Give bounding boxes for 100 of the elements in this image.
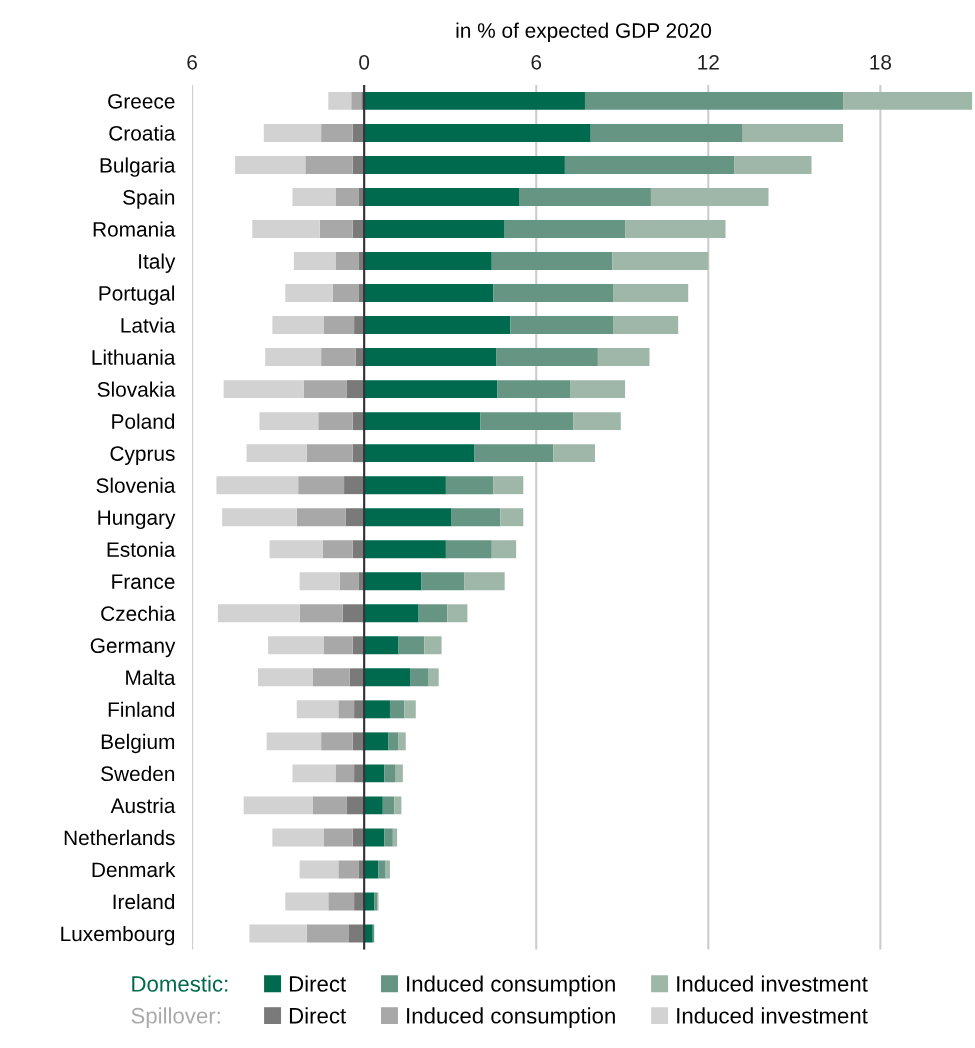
legend-label: Induced consumption xyxy=(407,975,615,997)
bar xyxy=(364,764,385,783)
bar xyxy=(364,700,390,719)
bar xyxy=(252,220,320,238)
x-axis-title: in % of expected GDP 2020 xyxy=(456,22,712,43)
bar xyxy=(303,380,347,399)
bar xyxy=(339,572,359,591)
bar xyxy=(364,476,446,495)
bar xyxy=(742,123,844,142)
y-tick-label: Portugal xyxy=(99,285,175,305)
bar xyxy=(364,155,565,174)
bar xyxy=(364,572,422,591)
y-tick-label: Croatia xyxy=(109,125,176,141)
bar xyxy=(364,284,494,302)
bar xyxy=(364,508,452,527)
bar xyxy=(734,155,812,174)
bar xyxy=(389,700,405,719)
bar xyxy=(322,540,353,559)
bar xyxy=(590,123,743,142)
y-tick-label: Denmark xyxy=(92,861,176,878)
bar xyxy=(258,668,313,687)
bar xyxy=(480,412,574,431)
bar xyxy=(299,860,339,879)
bar xyxy=(296,700,339,719)
y-tick-label: Finland xyxy=(108,701,175,718)
bar xyxy=(354,892,365,911)
y-tick-label: Romania xyxy=(93,221,176,237)
bar xyxy=(388,732,399,751)
bar xyxy=(338,860,359,879)
y-tick-label: Poland xyxy=(112,413,175,429)
bar xyxy=(421,572,465,591)
y-tick-label: Netherlands xyxy=(64,829,175,846)
y-tick-label: Belgium xyxy=(101,733,175,754)
bar xyxy=(328,91,352,110)
bar xyxy=(364,668,411,687)
bar xyxy=(384,828,393,847)
y-tick-label: Sweden xyxy=(101,765,175,782)
bar xyxy=(364,252,492,270)
bar xyxy=(321,732,353,751)
bar xyxy=(272,828,324,847)
bar xyxy=(335,764,355,783)
bar xyxy=(504,220,626,238)
bar xyxy=(272,316,324,335)
bar xyxy=(612,252,709,270)
bar xyxy=(398,636,425,655)
bar xyxy=(351,91,362,110)
bar xyxy=(335,188,359,206)
bar xyxy=(321,123,353,142)
bar xyxy=(428,668,439,687)
bar xyxy=(338,700,355,719)
bar xyxy=(217,604,300,623)
bar xyxy=(312,668,350,687)
bar xyxy=(249,924,307,943)
bar xyxy=(324,828,353,847)
bar xyxy=(553,444,596,463)
x-tick-label: 6 xyxy=(531,54,542,70)
bar xyxy=(364,636,399,655)
bar xyxy=(354,764,365,783)
y-tick-label: Estonia xyxy=(107,541,176,557)
bar xyxy=(398,732,406,751)
bar xyxy=(364,828,385,847)
bar xyxy=(474,444,554,463)
bar xyxy=(385,860,390,879)
bar xyxy=(354,316,365,335)
legend-label: Direct xyxy=(289,1007,346,1024)
bar xyxy=(269,540,323,559)
bar xyxy=(613,316,679,335)
y-tick-label: Greece xyxy=(108,93,175,109)
y-tick-label: Cyprus xyxy=(110,446,175,466)
bar xyxy=(392,828,398,847)
bar xyxy=(243,796,313,815)
bar xyxy=(285,892,329,911)
bar xyxy=(491,252,613,270)
bar xyxy=(293,252,336,270)
bar xyxy=(510,316,614,335)
bar xyxy=(384,764,396,783)
bar xyxy=(318,412,353,431)
y-tick-label: Austria xyxy=(110,797,176,814)
bar xyxy=(445,476,494,495)
x-tick-label: 12 xyxy=(698,54,719,70)
bar xyxy=(364,380,498,399)
bar xyxy=(404,700,416,719)
bar xyxy=(324,636,353,655)
bar xyxy=(306,924,349,943)
bar xyxy=(613,284,689,302)
bar xyxy=(843,91,973,110)
bar xyxy=(564,155,735,174)
bar xyxy=(424,636,442,655)
bar xyxy=(382,796,395,815)
bar xyxy=(364,316,511,335)
bar xyxy=(364,732,389,751)
bar xyxy=(299,604,343,623)
bar xyxy=(519,188,651,206)
bar xyxy=(395,764,403,783)
bar xyxy=(306,444,353,463)
y-tick-label: Slovenia xyxy=(96,477,176,493)
bar xyxy=(319,220,353,238)
bar xyxy=(346,380,365,399)
legend-label: Induced investment xyxy=(677,1007,868,1024)
bar xyxy=(584,91,844,110)
